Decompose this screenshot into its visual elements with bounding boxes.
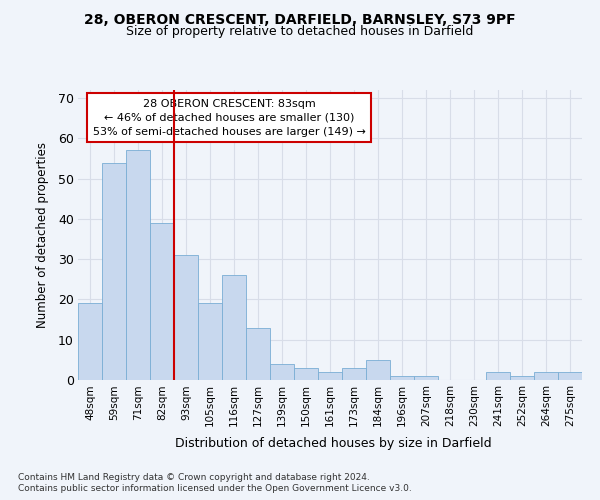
Bar: [78, 304, 102, 380]
Bar: [486, 372, 510, 380]
Text: 28 OBERON CRESCENT: 83sqm
← 46% of detached houses are smaller (130)
53% of semi: 28 OBERON CRESCENT: 83sqm ← 46% of detac…: [93, 98, 365, 136]
Bar: [294, 368, 318, 380]
Bar: [318, 372, 342, 380]
Bar: [390, 376, 414, 380]
Bar: [198, 304, 222, 380]
Y-axis label: Number of detached properties: Number of detached properties: [37, 142, 49, 328]
Bar: [150, 223, 174, 380]
Bar: [558, 372, 582, 380]
Text: Contains HM Land Registry data © Crown copyright and database right 2024.: Contains HM Land Registry data © Crown c…: [18, 472, 370, 482]
Text: Distribution of detached houses by size in Darfield: Distribution of detached houses by size …: [175, 438, 491, 450]
Bar: [414, 376, 438, 380]
Bar: [270, 364, 294, 380]
Bar: [102, 162, 126, 380]
Bar: [342, 368, 366, 380]
Bar: [534, 372, 558, 380]
Text: Size of property relative to detached houses in Darfield: Size of property relative to detached ho…: [127, 25, 473, 38]
Text: 28, OBERON CRESCENT, DARFIELD, BARNSLEY, S73 9PF: 28, OBERON CRESCENT, DARFIELD, BARNSLEY,…: [84, 12, 516, 26]
Bar: [174, 255, 198, 380]
Bar: [246, 328, 270, 380]
Bar: [222, 276, 246, 380]
Bar: [366, 360, 390, 380]
Bar: [510, 376, 534, 380]
Bar: [126, 150, 150, 380]
Text: Contains public sector information licensed under the Open Government Licence v3: Contains public sector information licen…: [18, 484, 412, 493]
